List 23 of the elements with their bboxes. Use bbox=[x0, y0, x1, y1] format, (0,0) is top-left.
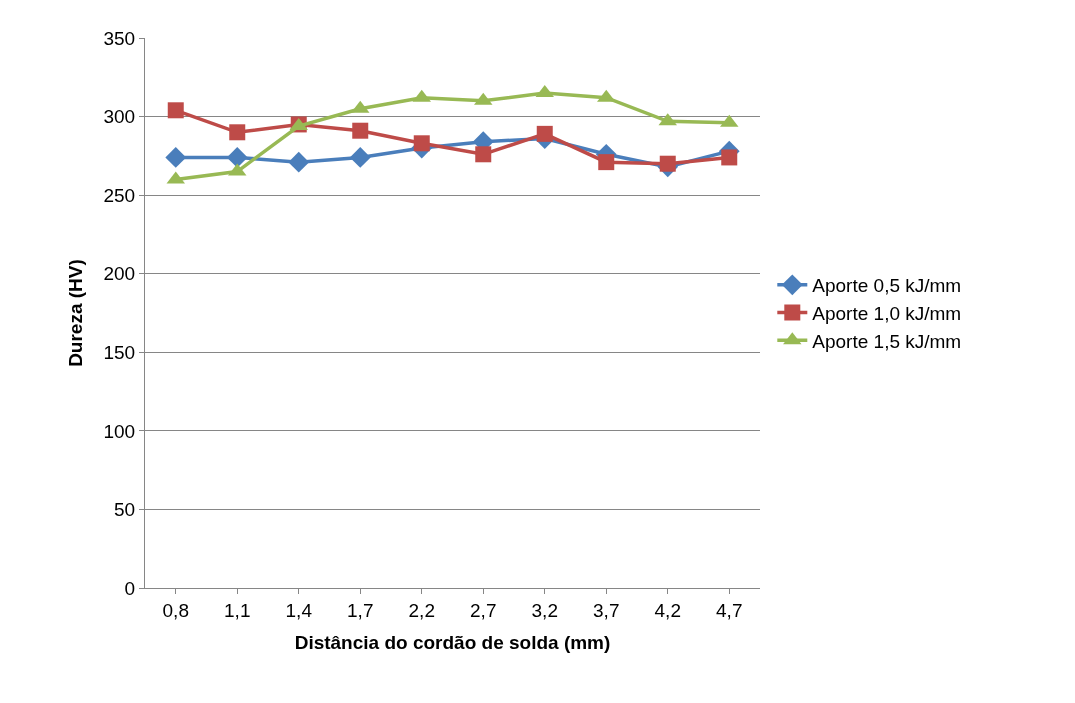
x-tick-label: 4,7 bbox=[716, 599, 743, 621]
y-axis-title: Dureza (HV) bbox=[65, 259, 87, 367]
y-tick-label: 0 bbox=[124, 577, 136, 599]
legend-label: Aporte 0,5 kJ/mm bbox=[812, 275, 962, 297]
y-tick-label: 100 bbox=[103, 420, 136, 442]
legend-label: Aporte 1,0 kJ/mm bbox=[812, 302, 962, 324]
y-tick-label: 50 bbox=[114, 499, 136, 521]
x-tick-label: 3,7 bbox=[593, 599, 620, 621]
x-tick-label: 1,1 bbox=[224, 599, 251, 621]
x-tick-label: 1,4 bbox=[285, 599, 313, 621]
x-tick-label: 1,7 bbox=[347, 599, 374, 621]
x-axis-title: Distância do cordão de solda (mm) bbox=[294, 631, 611, 653]
y-tick-label: 350 bbox=[103, 27, 136, 49]
y-tick-label: 250 bbox=[103, 184, 136, 206]
x-tick-label: 2,7 bbox=[470, 599, 497, 621]
x-tick-label: 3,2 bbox=[531, 599, 558, 621]
x-tick-label: 2,2 bbox=[408, 599, 435, 621]
y-tick-label: 150 bbox=[103, 341, 136, 363]
x-tick-label: 0,8 bbox=[162, 599, 189, 621]
legend-label: Aporte 1,5 kJ/mm bbox=[812, 330, 962, 352]
x-tick-label: 4,2 bbox=[654, 599, 681, 621]
y-tick-label: 300 bbox=[103, 106, 136, 128]
y-tick-label: 200 bbox=[103, 263, 136, 285]
